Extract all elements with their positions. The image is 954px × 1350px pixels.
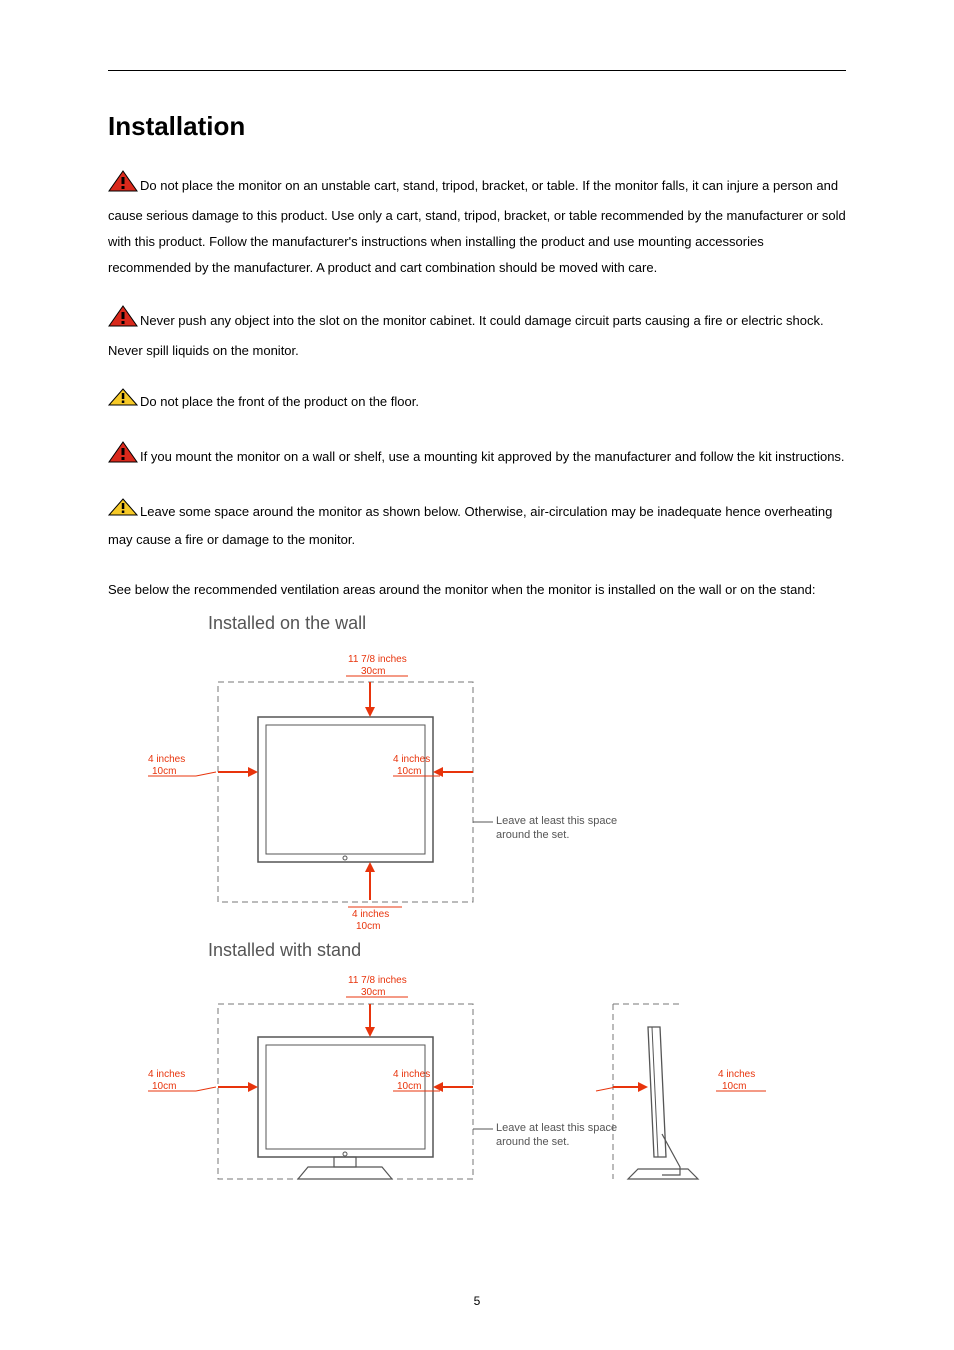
dim2-left-in: 4 inches (148, 1069, 185, 1080)
warning-triangle-icon (108, 305, 138, 336)
space-note-2: around the set. (496, 829, 569, 841)
dim2-top-cm: 30cm (361, 987, 385, 998)
dim-bottom-cm: 10cm (356, 921, 380, 932)
dim-bottom-in: 4 inches (352, 909, 389, 920)
dim2-right-cm: 10cm (397, 1081, 421, 1092)
warning-4-text: If you mount the monitor on a wall or sh… (140, 449, 845, 464)
warning-2-text: Never push any object into the slot on t… (108, 313, 824, 358)
warning-triangle-icon (108, 498, 138, 525)
dim2-left-cm: 10cm (152, 1081, 176, 1092)
warning-3: Do not place the front of the product on… (108, 388, 846, 417)
dim-top-cm: 30cm (361, 666, 385, 677)
ventilation-note: See below the recommended ventilation ar… (108, 577, 846, 603)
dim-top-in: 11 7/8 inches (348, 654, 407, 665)
page-title: Installation (108, 111, 846, 142)
space-note-1: Leave at least this space (496, 815, 617, 827)
space-note-4: around the set. (496, 1136, 569, 1148)
stand-diagram: 11 7/8 inches 30cm 4 inches 10cm 4 inche… (148, 969, 846, 1199)
dim2-right-in: 4 inches (393, 1069, 430, 1080)
figure-2-title: Installed with stand (208, 940, 846, 961)
dim-right-in: 4 inches (393, 754, 430, 765)
warning-5: Leave some space around the monitor as s… (108, 498, 846, 553)
warning-4: If you mount the monitor on a wall or sh… (108, 441, 846, 474)
warning-3-text: Do not place the front of the product on… (140, 394, 419, 409)
warning-triangle-icon (108, 170, 138, 201)
dim-left-in: 4 inches (148, 754, 185, 765)
warning-1: Do not place the monitor on an unstable … (108, 170, 846, 281)
warning-triangle-icon (108, 441, 138, 472)
wall-diagram: 11 7/8 inches 30cm 4 inches 10cm 4 inche… (148, 642, 846, 932)
top-rule (108, 70, 846, 71)
warning-2: Never push any object into the slot on t… (108, 305, 846, 364)
dim-right-cm: 10cm (397, 766, 421, 777)
space-note-3: Leave at least this space (496, 1122, 617, 1134)
warning-5-text: Leave some space around the monitor as s… (108, 504, 832, 547)
figure-1-title: Installed on the wall (208, 613, 846, 634)
dim-left-cm: 10cm (152, 766, 176, 777)
dim2-top-in: 11 7/8 inches (348, 975, 407, 986)
dim3-side-in: 4 inches (718, 1069, 755, 1080)
page-number: 5 (0, 1294, 954, 1308)
warning-triangle-icon (108, 388, 138, 415)
dim3-side-cm: 10cm (722, 1081, 746, 1092)
warning-1-text: Do not place the monitor on an unstable … (108, 178, 846, 275)
